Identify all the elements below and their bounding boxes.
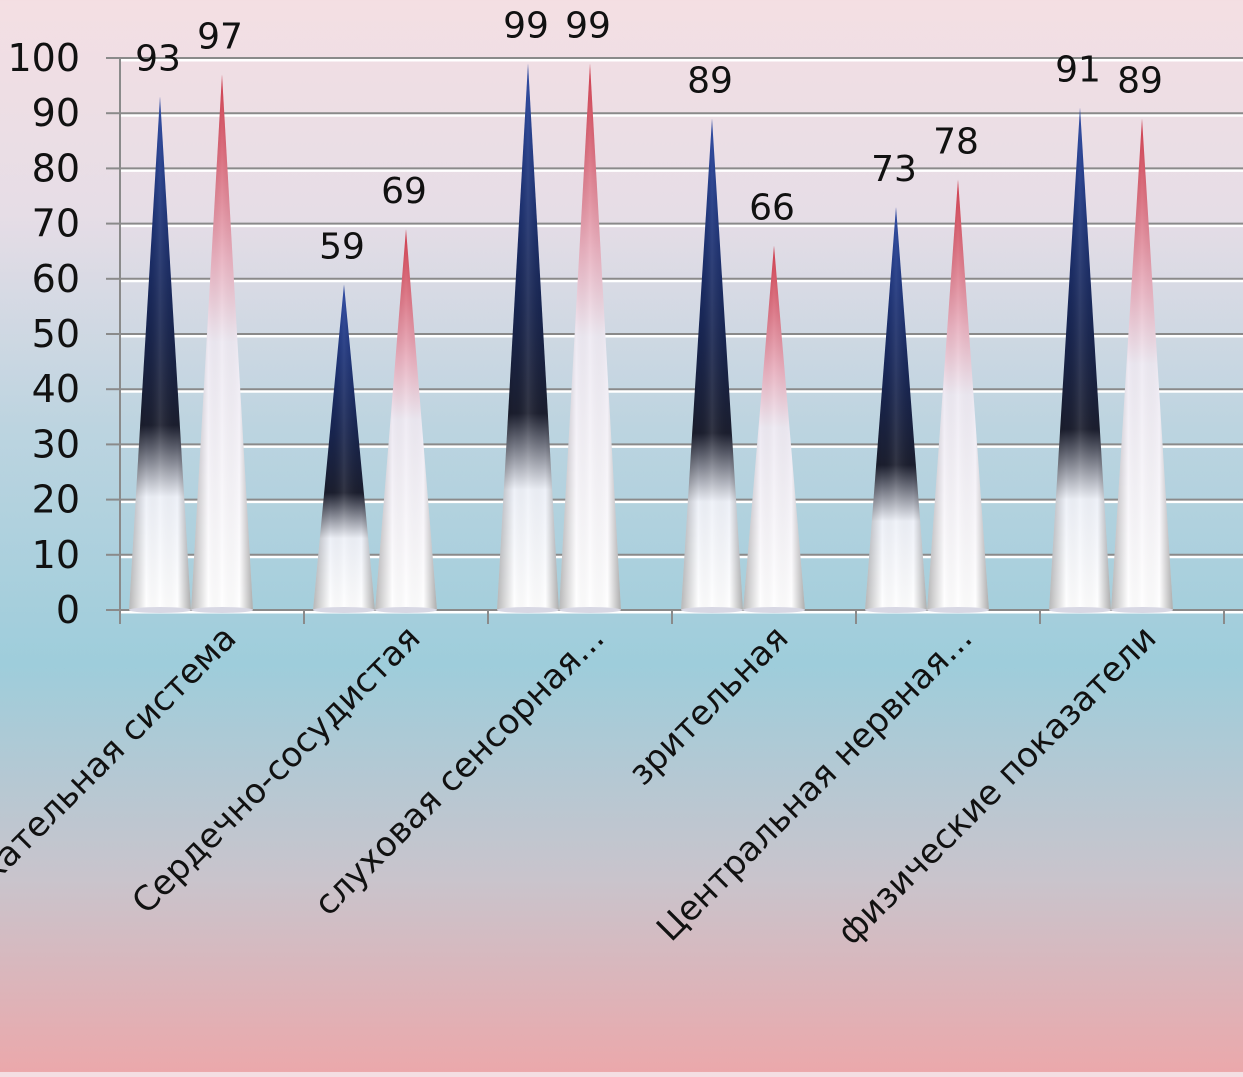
cone-bar-base — [129, 607, 191, 613]
x-category-label: Центральная нервная... — [649, 618, 980, 949]
data-label: 99 — [565, 6, 611, 47]
cone-bar-base — [313, 607, 375, 613]
y-tick-label: 10 — [32, 533, 80, 577]
cone-bar-base — [681, 607, 743, 613]
cone-bar-base — [743, 607, 805, 613]
cone-bar-shading — [191, 74, 253, 610]
x-category-label: зрительная — [621, 618, 796, 793]
y-tick-label: 0 — [56, 588, 80, 632]
cone-bar-base — [375, 607, 437, 613]
data-label: 66 — [749, 188, 795, 229]
cone-bar-shading — [497, 63, 559, 610]
cone-bar-base — [1111, 607, 1173, 613]
x-axis — [119, 58, 1225, 624]
bars — [129, 63, 1173, 613]
cone-bar-shading — [313, 284, 375, 610]
cone-bar-base — [865, 607, 927, 613]
cone-bar-base — [559, 607, 621, 613]
y-tick-label: 30 — [32, 422, 80, 466]
cone-bar-base — [191, 607, 253, 613]
data-label: 89 — [687, 61, 733, 102]
data-label: 78 — [933, 121, 979, 162]
cone-bar-shading — [927, 179, 989, 610]
data-label: 59 — [319, 226, 365, 267]
cone-bar-base — [927, 607, 989, 613]
y-tick-label: 20 — [32, 478, 80, 522]
gridlines — [106, 57, 1243, 614]
cone-bar-shading — [681, 118, 743, 610]
y-tick-label: 70 — [32, 202, 80, 246]
x-category-label: слуховая сенсорная... — [307, 618, 613, 924]
cone-bar-shading — [129, 96, 191, 610]
data-label: 93 — [135, 39, 181, 80]
data-label: 97 — [197, 17, 243, 58]
y-axis-tick-labels: 0 10 20 30 40 50 60 70 80 90 100 — [7, 36, 80, 632]
data-label: 99 — [503, 6, 549, 47]
y-tick-label: 90 — [32, 91, 80, 135]
cone-bar-shading — [743, 245, 805, 610]
data-label: 69 — [381, 171, 427, 212]
cone-bar-base — [497, 607, 559, 613]
cone-bar-shading — [375, 229, 437, 610]
cone-bar-shading — [1111, 118, 1173, 610]
y-tick-label: 100 — [7, 36, 80, 80]
data-label: 89 — [1117, 61, 1163, 102]
cone-bar-shading — [1049, 107, 1111, 611]
y-tick-label: 60 — [32, 257, 80, 301]
data-label: 91 — [1055, 50, 1101, 91]
cone-bar-shading — [559, 63, 621, 610]
data-label: 73 — [871, 149, 917, 190]
cone-bar-base — [1049, 607, 1111, 613]
y-tick-label: 50 — [32, 312, 80, 356]
x-axis-category-labels: Дыхательная системаСердечно-сосудистаясл… — [0, 618, 1164, 953]
x-category-label: Дыхательная система — [0, 618, 244, 928]
y-tick-label: 40 — [32, 367, 80, 411]
data-labels: 93 97 59 69 99 99 89 66 73 78 91 89 — [135, 6, 1163, 268]
cone-bar-shading — [865, 207, 927, 611]
x-category-label: физические показатели — [830, 618, 1165, 953]
y-tick-label: 80 — [32, 146, 80, 190]
